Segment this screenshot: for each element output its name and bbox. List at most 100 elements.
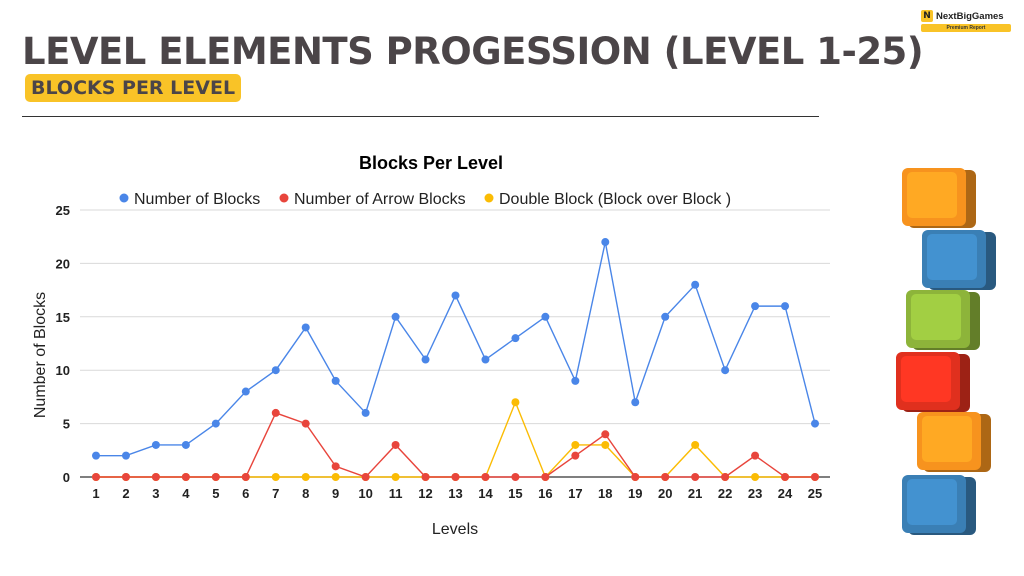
data-point bbox=[811, 473, 819, 481]
data-point bbox=[241, 387, 250, 396]
data-point bbox=[511, 334, 520, 343]
data-point bbox=[451, 473, 460, 481]
series-2 bbox=[92, 408, 819, 481]
data-point bbox=[781, 473, 790, 481]
decor-block bbox=[902, 168, 976, 228]
data-point bbox=[751, 302, 760, 311]
data-point bbox=[361, 473, 370, 481]
section-badge: BLOCKS PER LEVEL bbox=[25, 74, 242, 102]
decor-block bbox=[896, 352, 970, 412]
data-point bbox=[571, 451, 580, 460]
legend-marker bbox=[279, 193, 289, 203]
data-point bbox=[421, 355, 430, 364]
data-point bbox=[751, 473, 760, 481]
x-tick-label: 25 bbox=[808, 486, 822, 501]
x-tick-label: 11 bbox=[389, 486, 403, 501]
decor-block bbox=[906, 290, 980, 350]
block-top bbox=[922, 416, 972, 462]
data-point bbox=[511, 473, 520, 481]
x-tick-label: 9 bbox=[332, 486, 339, 501]
data-point bbox=[301, 419, 310, 428]
data-point bbox=[691, 440, 700, 449]
data-point bbox=[331, 462, 340, 471]
data-point bbox=[421, 473, 430, 481]
data-point bbox=[661, 473, 670, 481]
block-top bbox=[911, 294, 961, 340]
data-point bbox=[211, 419, 220, 428]
x-tick-label: 1 bbox=[92, 486, 99, 501]
x-tick-label: 2 bbox=[122, 486, 129, 501]
data-point bbox=[151, 440, 160, 449]
legend-label: Double Block (Block over Block ) bbox=[499, 191, 731, 208]
x-tick-label: 20 bbox=[658, 486, 672, 501]
legend-label: Number of Blocks bbox=[134, 191, 260, 208]
data-point bbox=[781, 302, 790, 311]
series-line bbox=[96, 412, 815, 478]
x-tick-label: 15 bbox=[508, 486, 522, 501]
data-point bbox=[451, 291, 460, 300]
data-point bbox=[721, 473, 730, 481]
y-axis-title: Number of Blocks bbox=[32, 292, 49, 418]
logo-tagline: Premium Report bbox=[921, 24, 1011, 32]
y-tick-label: 5 bbox=[63, 417, 70, 432]
series-group bbox=[92, 238, 819, 481]
data-point bbox=[151, 473, 160, 481]
decor-block bbox=[902, 475, 976, 535]
data-point bbox=[181, 440, 190, 449]
data-point bbox=[271, 473, 280, 481]
data-point bbox=[751, 451, 760, 460]
data-point bbox=[271, 408, 280, 417]
legend-marker bbox=[119, 193, 129, 203]
data-point bbox=[92, 451, 100, 460]
x-tick-label: 17 bbox=[568, 486, 582, 501]
data-point bbox=[301, 323, 310, 332]
x-tick-label: 23 bbox=[748, 486, 762, 501]
block-top bbox=[907, 479, 957, 525]
data-point bbox=[391, 312, 400, 321]
y-tick-label: 25 bbox=[56, 203, 70, 218]
x-tick-label: 22 bbox=[718, 486, 732, 501]
x-tick-label: 19 bbox=[628, 486, 642, 501]
x-tick-label: 5 bbox=[212, 486, 219, 501]
data-point bbox=[601, 440, 610, 449]
title-divider bbox=[22, 116, 819, 117]
legend-label: Number of Arrow Blocks bbox=[294, 191, 466, 208]
y-tick-label: 10 bbox=[56, 363, 70, 378]
data-point bbox=[481, 355, 490, 364]
data-point bbox=[391, 440, 400, 449]
data-point bbox=[541, 312, 550, 321]
data-point bbox=[271, 366, 280, 375]
data-point bbox=[301, 473, 310, 481]
data-point bbox=[571, 376, 580, 385]
data-point bbox=[211, 473, 220, 481]
blocks-per-level-chart: Blocks Per Level Number of Blocks Levels… bbox=[32, 153, 830, 538]
data-point bbox=[241, 473, 250, 481]
data-point bbox=[661, 312, 670, 321]
decor-block bbox=[917, 412, 991, 472]
data-point bbox=[691, 473, 700, 481]
data-point bbox=[601, 238, 610, 247]
series-3 bbox=[92, 398, 819, 481]
data-point bbox=[541, 473, 550, 481]
data-point bbox=[691, 280, 700, 289]
x-tick-label: 16 bbox=[538, 486, 552, 501]
x-tick-label: 3 bbox=[152, 486, 159, 501]
data-point bbox=[631, 473, 640, 481]
data-point bbox=[571, 440, 580, 449]
data-point bbox=[361, 408, 370, 417]
x-tick-label: 8 bbox=[302, 486, 309, 501]
x-tick-label: 24 bbox=[778, 486, 793, 501]
data-point bbox=[511, 398, 520, 407]
x-axis-title: Levels bbox=[432, 521, 478, 538]
decor-block bbox=[922, 230, 996, 290]
data-point bbox=[601, 430, 610, 439]
legend: Number of Blocks Number of Arrow Blocks Do… bbox=[119, 191, 731, 208]
decorative-blocks-illustration bbox=[896, 168, 996, 535]
logo-name: NextBigGames bbox=[936, 10, 1004, 22]
data-point bbox=[331, 376, 340, 385]
block-top bbox=[927, 234, 977, 280]
data-point bbox=[631, 398, 640, 407]
data-point bbox=[121, 451, 130, 460]
data-point bbox=[811, 419, 819, 428]
